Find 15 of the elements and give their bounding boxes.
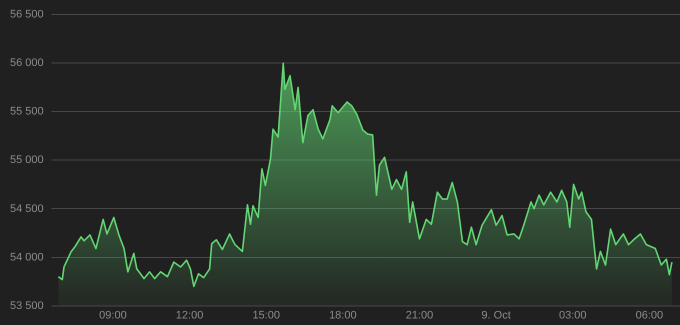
y-tick-label: 54 500 [10,202,44,215]
x-tick-label: 06:00 [636,309,664,322]
x-tick-label: 12:00 [176,309,204,322]
y-tick-label: 53 500 [10,300,44,312]
y-tick-label: 55 000 [10,154,44,166]
x-tick-label: 03:00 [558,309,586,322]
x-tick-label: 21:00 [406,309,434,322]
x-tick-label: 15:00 [252,309,280,322]
y-tick-label: 56 500 [10,8,44,21]
y-tick-label: 54 000 [10,251,44,264]
y-tick-label: 56 000 [10,57,44,70]
y-tick-label: 55 500 [10,106,44,118]
x-tick-label: 18:00 [329,309,357,322]
x-tick-label: 9. Oct [481,309,511,322]
x-tick-label: 09:00 [99,309,127,322]
